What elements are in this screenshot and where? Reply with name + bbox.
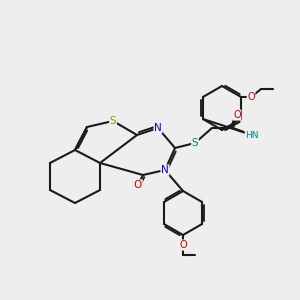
Text: S: S — [192, 138, 198, 148]
Text: O: O — [233, 110, 241, 120]
Text: O: O — [134, 180, 142, 190]
Text: N: N — [154, 123, 162, 133]
Text: HN: HN — [245, 130, 259, 140]
Text: N: N — [161, 165, 169, 175]
Text: O: O — [179, 240, 187, 250]
Text: O: O — [247, 92, 255, 102]
Text: S: S — [110, 116, 116, 126]
